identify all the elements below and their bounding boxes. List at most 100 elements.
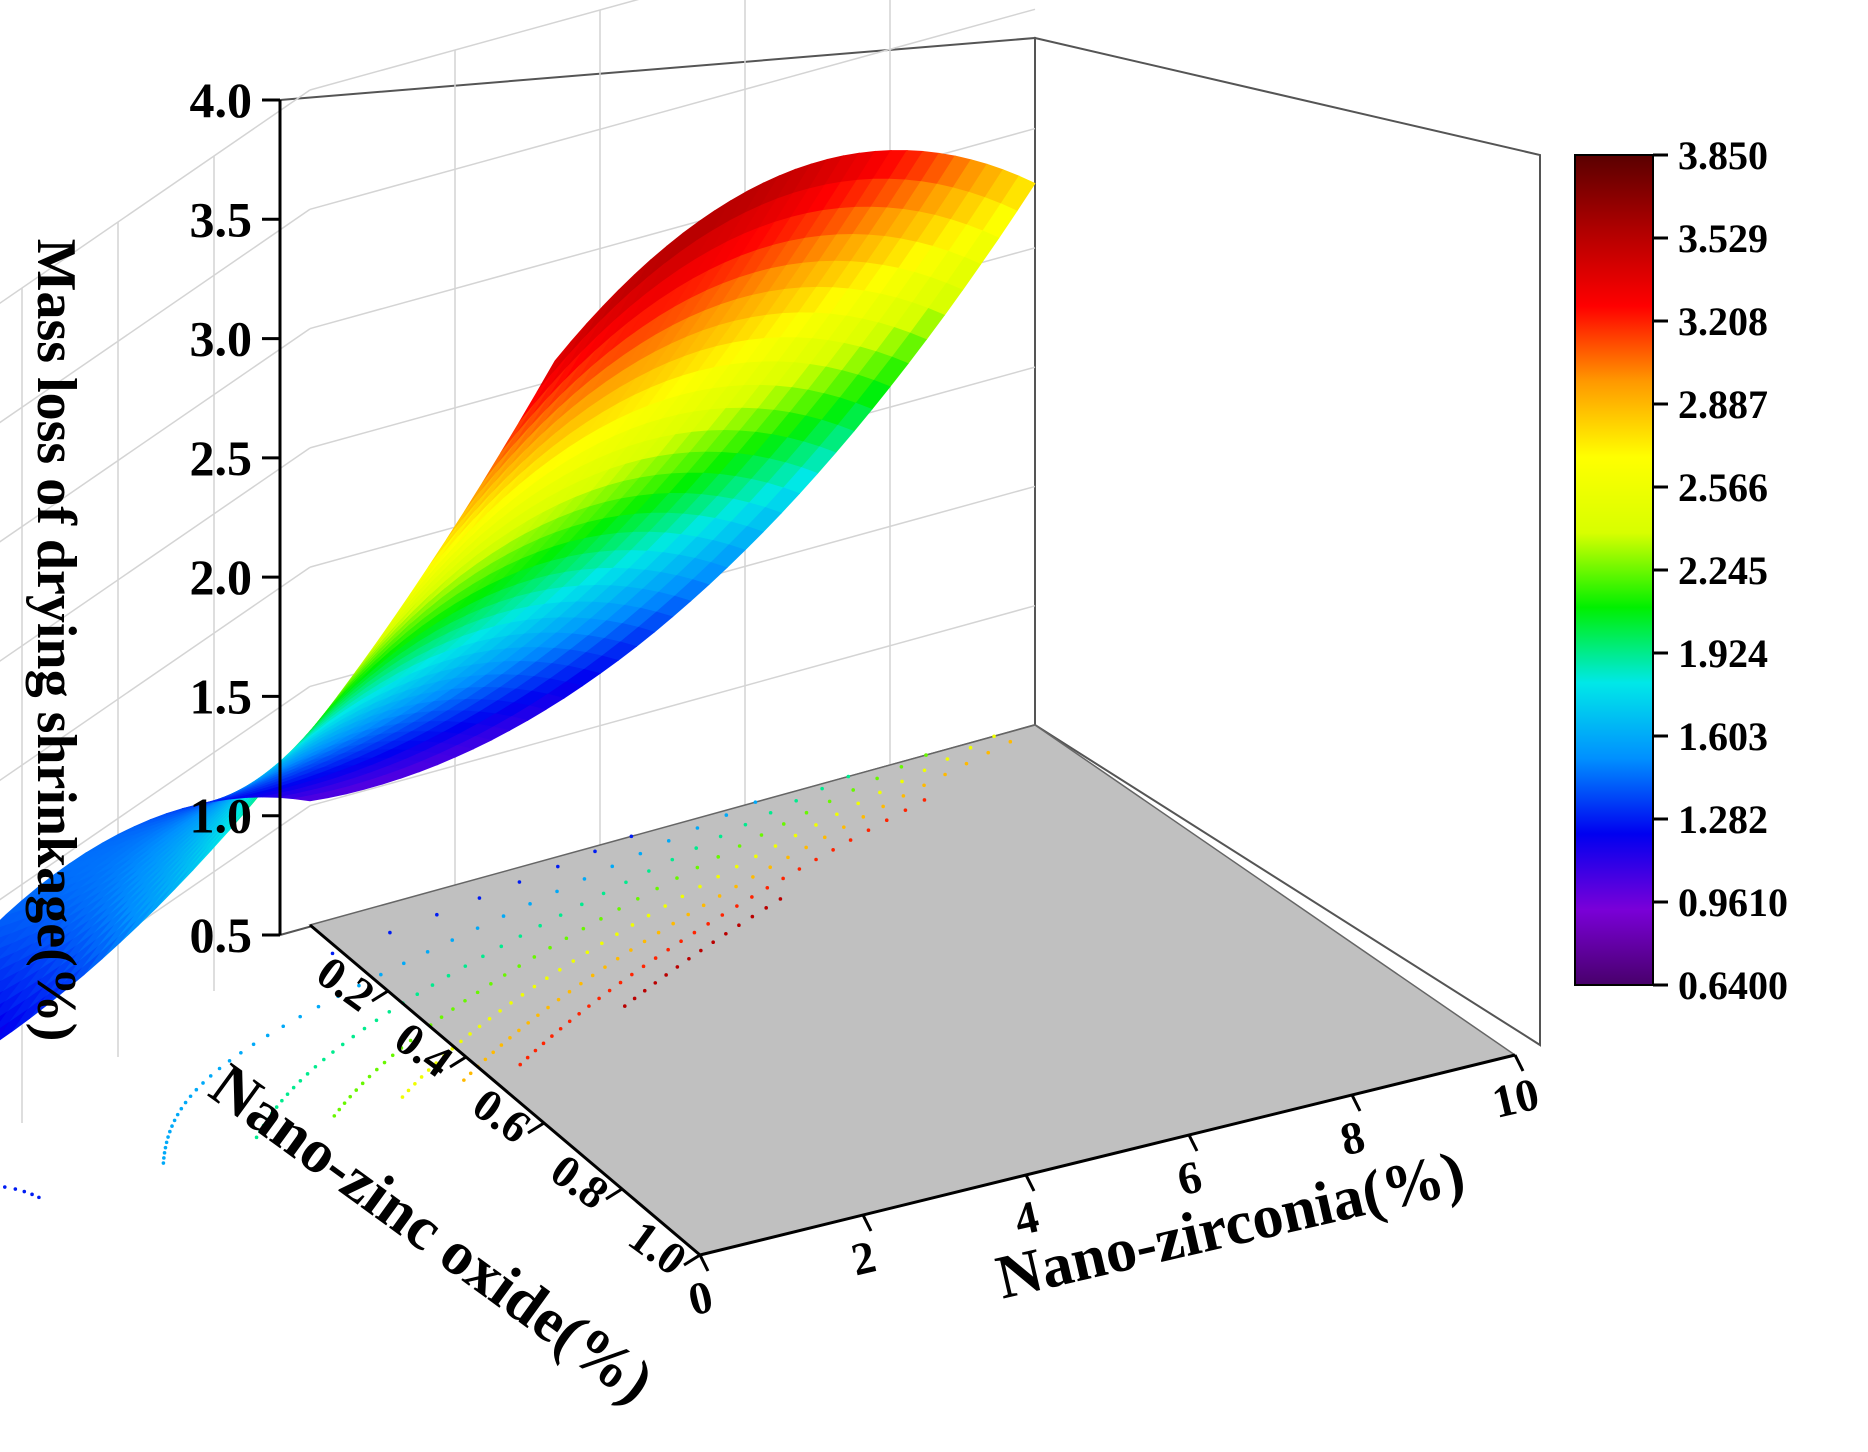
contour-point [415,992,420,997]
contour-point [13,1187,18,1191]
contour-point [647,869,651,873]
contour-point [590,973,595,978]
contour-point [183,1100,188,1105]
contour-point [630,923,635,927]
colorbar-tick-label: 3.529 [1678,216,1768,261]
contour-point [768,810,773,815]
contour-point [390,1053,395,1058]
contour-point [814,823,818,827]
contour-point [518,934,523,938]
contour-point [582,877,587,881]
contour-point [227,1059,232,1063]
contour-point [332,1114,337,1118]
contour-point [711,940,715,945]
contour-point [773,844,778,848]
contour-point [367,1074,372,1079]
contour-point [804,810,809,815]
contour-point [526,1021,530,1025]
contour-point [629,834,634,839]
contour-point [716,855,721,859]
contour-point [179,1106,184,1111]
contour-point [724,931,728,936]
contour-point [362,1026,367,1031]
z-tick-label: 1.5 [190,668,253,724]
contour-point [518,1062,523,1067]
contour-point [538,923,542,928]
contour-point [564,936,569,941]
contour-point [305,1072,310,1076]
contour-point [161,1161,166,1165]
contour-point [270,1111,274,1116]
contour-point [577,1011,581,1016]
contour-point [331,1050,335,1054]
contour-point [642,988,647,993]
contour-point [642,939,647,944]
contour-point [754,854,758,859]
contour-point [618,980,623,985]
contour-point [501,914,506,918]
contour-point [477,896,482,900]
x-tick-mark [1024,1174,1036,1192]
contour-point [653,981,658,985]
contour-point [694,846,699,850]
contour-point [451,1007,455,1011]
y-tick-mark [449,1055,467,1069]
contour-point [641,964,646,969]
contour-point [374,1018,379,1023]
contour-point [579,902,584,907]
contour-point [734,864,739,869]
contour-point [532,984,537,989]
contour-point [558,967,562,972]
contour-point [360,1081,365,1086]
colorbar-tick-label: 1.603 [1678,714,1768,759]
contour-point [163,1145,168,1150]
contour-point [556,864,560,869]
contour-point [556,997,561,1002]
x-tick-label: 2 [847,1230,881,1285]
contour-point [520,993,525,997]
contour-point [638,851,643,856]
colorbar-tick-label: 2.887 [1678,382,1768,427]
contour-point [666,947,670,952]
y-axis-line [309,923,701,1257]
z-tick-label: 0.5 [190,907,253,963]
contour-point [692,930,697,935]
x-tick-mark [698,1254,710,1272]
z-tick-label: 4.0 [190,72,253,128]
contour-point [851,788,856,792]
surface-patch [293,794,329,802]
contour-point [593,849,597,854]
contour-point [533,1048,538,1053]
contour-point [986,750,991,755]
contour-point [351,1034,356,1039]
contour-point [750,914,755,919]
contour-point [357,983,361,988]
contour-point [615,932,619,936]
contour-point [337,1107,342,1112]
y-tick-mark [371,989,389,1003]
contour-point [274,1105,279,1109]
contour-point [861,815,866,819]
contour-point [265,1117,270,1122]
contour-point [831,848,835,852]
contour-point [856,801,860,806]
contour-point [37,1195,41,1200]
y-tick-mark [605,1187,623,1201]
contour-point [508,1035,512,1040]
contour-point [653,956,658,960]
contour-point [162,1151,167,1155]
contour-point [687,956,691,961]
contour-point [481,954,485,959]
contour-point [663,904,667,908]
contour-point [348,1094,353,1099]
contour-point [765,885,770,890]
contour-point [475,990,480,995]
contour-point [375,1067,379,1072]
contour-point [922,768,927,773]
contour-point [587,1004,591,1008]
contour-point [600,941,604,946]
contour-point [607,988,612,993]
contour-point [406,1088,411,1093]
contour-point [706,922,710,926]
